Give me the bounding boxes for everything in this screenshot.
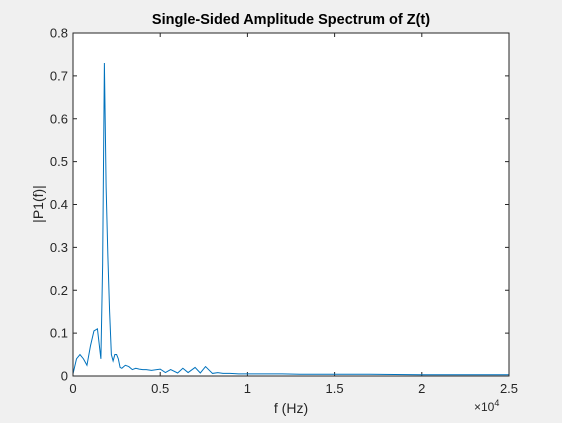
x-axis: 0 0.5 1 1.5 2 2.5: [69, 33, 518, 396]
x-exponent-label: ×104: [474, 398, 499, 414]
axes-box: [72, 32, 510, 377]
x-tick-label: 1.5: [326, 381, 344, 396]
x-exponent-base: ×10: [474, 400, 495, 414]
y-axis: 0 0.1 0.2 0.3 0.4 0.5 0.6 0.7 0.8: [50, 26, 509, 384]
y-tick-label: 0.3: [50, 240, 68, 255]
y-axis-label: |P1(f)|: [30, 185, 46, 223]
x-tick-label: 1: [244, 381, 251, 396]
series-line-p1: [72, 63, 509, 376]
y-tick-label: 0.2: [50, 283, 68, 298]
y-tick-label: 0.5: [50, 154, 68, 169]
x-tick-label: 0.5: [151, 381, 169, 396]
plot-area: [73, 33, 509, 376]
y-tick-label: 0.6: [50, 111, 68, 126]
chart-title: Single-Sided Amplitude Spectrum of Z(t): [152, 12, 430, 28]
x-exponent-power: 4: [494, 398, 499, 408]
x-tick-label: 2: [418, 381, 425, 396]
y-tick-label: 0.7: [50, 68, 68, 83]
x-axis-label: f (Hz): [274, 400, 308, 416]
x-tick-label: 0: [69, 381, 76, 396]
y-tick-label: 0: [61, 369, 68, 384]
y-tick-label: 0.4: [50, 197, 68, 212]
x-tick-label: 2.5: [500, 381, 518, 396]
y-tick-label: 0.8: [50, 26, 68, 41]
y-tick-label: 0.1: [50, 326, 68, 341]
